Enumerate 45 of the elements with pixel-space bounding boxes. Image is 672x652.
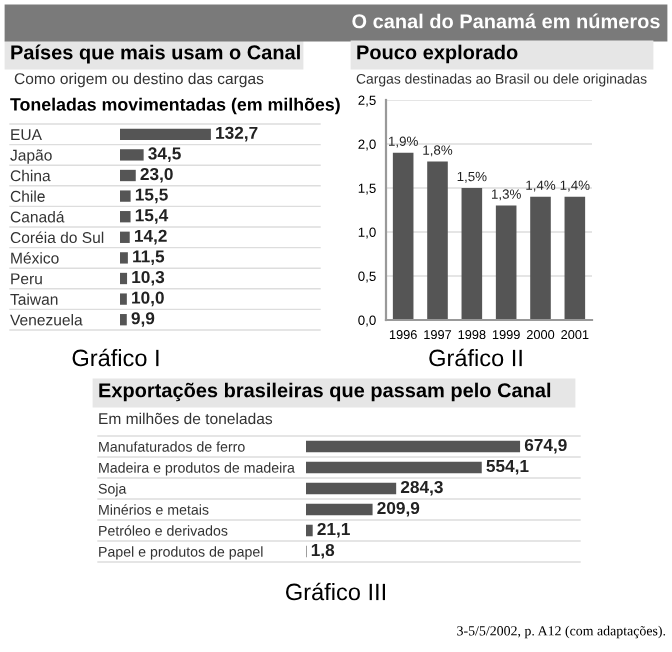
data-label: 554,1 [486,460,529,475]
data-label: 15,5 [135,188,168,204]
bar [120,169,136,182]
data-label: 34,5 [148,147,181,163]
bar [392,152,414,320]
text: Toneladas movimentadas (em milhões) [10,97,340,115]
chart-title: Exportações brasileiras que passam pelo Canal [99,382,551,402]
text: Gráfico III [286,582,385,601]
bar [120,293,127,305]
text: O canal do Panamá em números [352,13,660,29]
bar [120,252,128,264]
bar [306,440,521,453]
text: Gráfico I [72,348,159,367]
bar [306,524,313,537]
bar [306,503,373,516]
data-label: 10,3 [132,270,165,286]
bar [564,196,586,320]
bar [530,196,551,320]
data-label: 209,9 [377,501,420,517]
bar [120,231,130,243]
bar [427,161,448,320]
chart-title: Pouco explorado [357,44,518,64]
bar [120,149,144,161]
chart-title: Países que mais usam o Canal [11,44,300,64]
bar [120,211,131,223]
data-label: 15,4 [135,209,169,224]
bar [120,314,127,326]
bar [120,272,128,285]
data-label: 10,0 [132,291,164,307]
data-label: 11,5 [133,250,165,266]
bar [495,205,517,320]
bar [120,128,211,140]
data-label: 23,0 [140,167,173,183]
data-label: 132,7 [216,126,258,142]
bar [306,482,397,495]
text: Gráfico II [429,348,522,367]
data-label: 9,9 [131,312,155,327]
data-label: 21,1 [317,522,350,538]
data-label: 14,2 [134,229,167,245]
bar [461,188,483,320]
data-label: 674,9 [524,438,567,454]
data-label: 1,8 [311,543,335,559]
bar [120,190,131,202]
data-label: 284,3 [400,480,443,496]
bar [306,461,482,474]
